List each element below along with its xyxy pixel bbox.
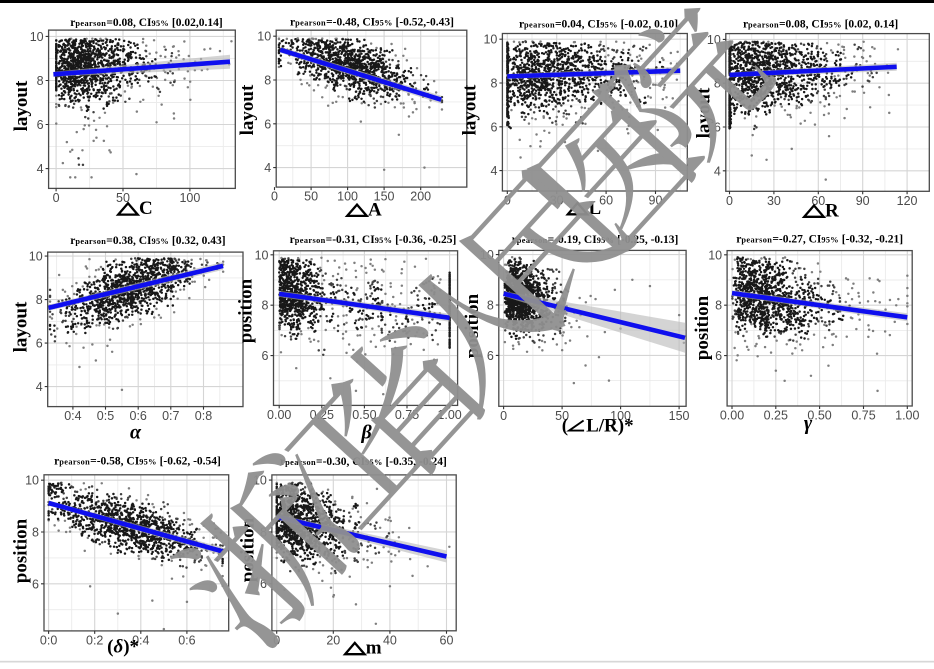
svg-text:6: 6 [36, 337, 43, 351]
svg-text:50: 50 [116, 191, 130, 205]
svg-text:layout: layout [237, 84, 258, 135]
svg-text:6: 6 [32, 577, 39, 591]
svg-text:6: 6 [487, 349, 494, 363]
svg-text:6: 6 [490, 120, 497, 134]
svg-text:position: position [692, 295, 713, 360]
svg-text:rpearson=-0.31, CI95% [-0.36,: rpearson=-0.31, CI95% [-0.36, -0.25] [290, 234, 457, 246]
svg-text:0:5: 0:5 [97, 409, 114, 423]
svg-text:4: 4 [264, 161, 271, 175]
svg-text:4: 4 [36, 380, 43, 394]
svg-text:60: 60 [440, 633, 454, 647]
svg-text:6: 6 [260, 577, 267, 591]
svg-text:10: 10 [483, 33, 497, 47]
svg-text:10: 10 [255, 248, 269, 262]
svg-text:rpearson=-0.27, CI95% [-0.32,: rpearson=-0.27, CI95% [-0.32, -0.21] [736, 234, 903, 246]
svg-text:10: 10 [30, 30, 44, 44]
svg-text:50: 50 [304, 190, 318, 204]
svg-text:1.00: 1.00 [895, 409, 919, 423]
svg-text:L/R)*: L/R)* [586, 416, 634, 437]
svg-text:120: 120 [897, 194, 918, 208]
svg-text:0.50: 0.50 [807, 409, 831, 423]
svg-text:0: 0 [500, 409, 507, 423]
svg-text:8: 8 [490, 77, 497, 91]
svg-text:m: m [366, 638, 382, 659]
svg-text:layout: layout [460, 84, 481, 135]
svg-text:8: 8 [487, 299, 494, 313]
svg-text:0.00: 0.00 [267, 408, 291, 422]
svg-text:layout: layout [11, 301, 32, 352]
svg-text:150: 150 [669, 409, 690, 423]
svg-text:0:7: 0:7 [162, 409, 179, 423]
svg-text:10: 10 [708, 248, 722, 262]
svg-text:8: 8 [32, 526, 39, 540]
svg-text:8: 8 [264, 74, 271, 88]
svg-text:0.00: 0.00 [720, 409, 744, 423]
svg-text:0.75: 0.75 [851, 409, 875, 423]
svg-text:30: 30 [767, 194, 781, 208]
svg-text:R: R [825, 200, 839, 221]
svg-text:A: A [368, 199, 382, 220]
svg-text:0:6: 0:6 [178, 633, 195, 647]
svg-text:rpearson=0.38, CI95% [0.32, 0.: rpearson=0.38, CI95% [0.32, 0.43] [70, 235, 225, 247]
svg-text:6: 6 [37, 118, 44, 132]
svg-text:0: 0 [53, 191, 60, 205]
svg-text:20: 20 [326, 633, 340, 647]
svg-text:layout: layout [11, 80, 32, 131]
svg-text:200: 200 [410, 190, 431, 204]
svg-text:0: 0 [726, 194, 733, 208]
svg-text:0: 0 [271, 190, 278, 204]
svg-text:4: 4 [714, 164, 721, 178]
svg-text:60: 60 [811, 194, 825, 208]
svg-text:60: 60 [599, 194, 613, 208]
svg-text:8: 8 [36, 293, 43, 307]
svg-text:0:0: 0:0 [40, 633, 57, 647]
svg-text:position: position [11, 518, 32, 583]
svg-text:8: 8 [714, 77, 721, 91]
svg-text:0:6: 0:6 [130, 409, 147, 423]
svg-text:0:2: 0:2 [86, 633, 103, 647]
svg-text:rpearson=0.04, CI95% [-0.02, 0: rpearson=0.04, CI95% [-0.02, 0.10] [519, 18, 678, 30]
svg-text:γ: γ [804, 412, 813, 434]
svg-text:4: 4 [37, 162, 44, 176]
svg-text:40: 40 [383, 633, 397, 647]
svg-text:rpearson=-0.58, CI95% [-0.62,: rpearson=-0.58, CI95% [-0.62, -0.54] [54, 455, 221, 467]
svg-text:0.25: 0.25 [764, 409, 788, 423]
svg-text:6: 6 [715, 349, 722, 363]
svg-text:100: 100 [179, 191, 200, 205]
svg-text:4: 4 [490, 164, 497, 178]
svg-text:position: position [236, 278, 257, 343]
svg-text:C: C [139, 198, 153, 219]
svg-text:100: 100 [610, 409, 631, 423]
svg-text:90: 90 [856, 194, 870, 208]
svg-text:6: 6 [714, 121, 721, 135]
svg-text:0:8: 0:8 [195, 409, 212, 423]
svg-text:8: 8 [715, 299, 722, 313]
svg-text:8: 8 [37, 74, 44, 88]
svg-text:0.50: 0.50 [352, 408, 376, 422]
svg-text:0:4: 0:4 [132, 633, 149, 647]
svg-text:10: 10 [29, 250, 43, 264]
svg-text:rpearson=0.08, CI95% [0.02, 0.: rpearson=0.08, CI95% [0.02, 0.14] [743, 18, 898, 30]
svg-text:6: 6 [262, 349, 269, 363]
svg-text:rpearson=-0.48, CI95% [-0.52,-: rpearson=-0.48, CI95% [-0.52,-0.43] [290, 16, 454, 28]
svg-text:8: 8 [262, 299, 269, 313]
svg-text:150: 150 [374, 190, 395, 204]
svg-text:0:4: 0:4 [64, 409, 81, 423]
svg-text:α: α [130, 421, 142, 443]
svg-text:50: 50 [555, 409, 569, 423]
svg-text:10: 10 [257, 30, 271, 44]
svg-text:100: 100 [337, 190, 358, 204]
svg-text:(δ)*: (δ)* [107, 637, 139, 658]
svg-text:(: ( [562, 416, 568, 437]
svg-text:6: 6 [264, 117, 271, 131]
svg-text:10: 10 [25, 474, 39, 488]
svg-text:rpearson=0.08, CI95% [0.02,0.1: rpearson=0.08, CI95% [0.02,0.14] [70, 17, 222, 29]
